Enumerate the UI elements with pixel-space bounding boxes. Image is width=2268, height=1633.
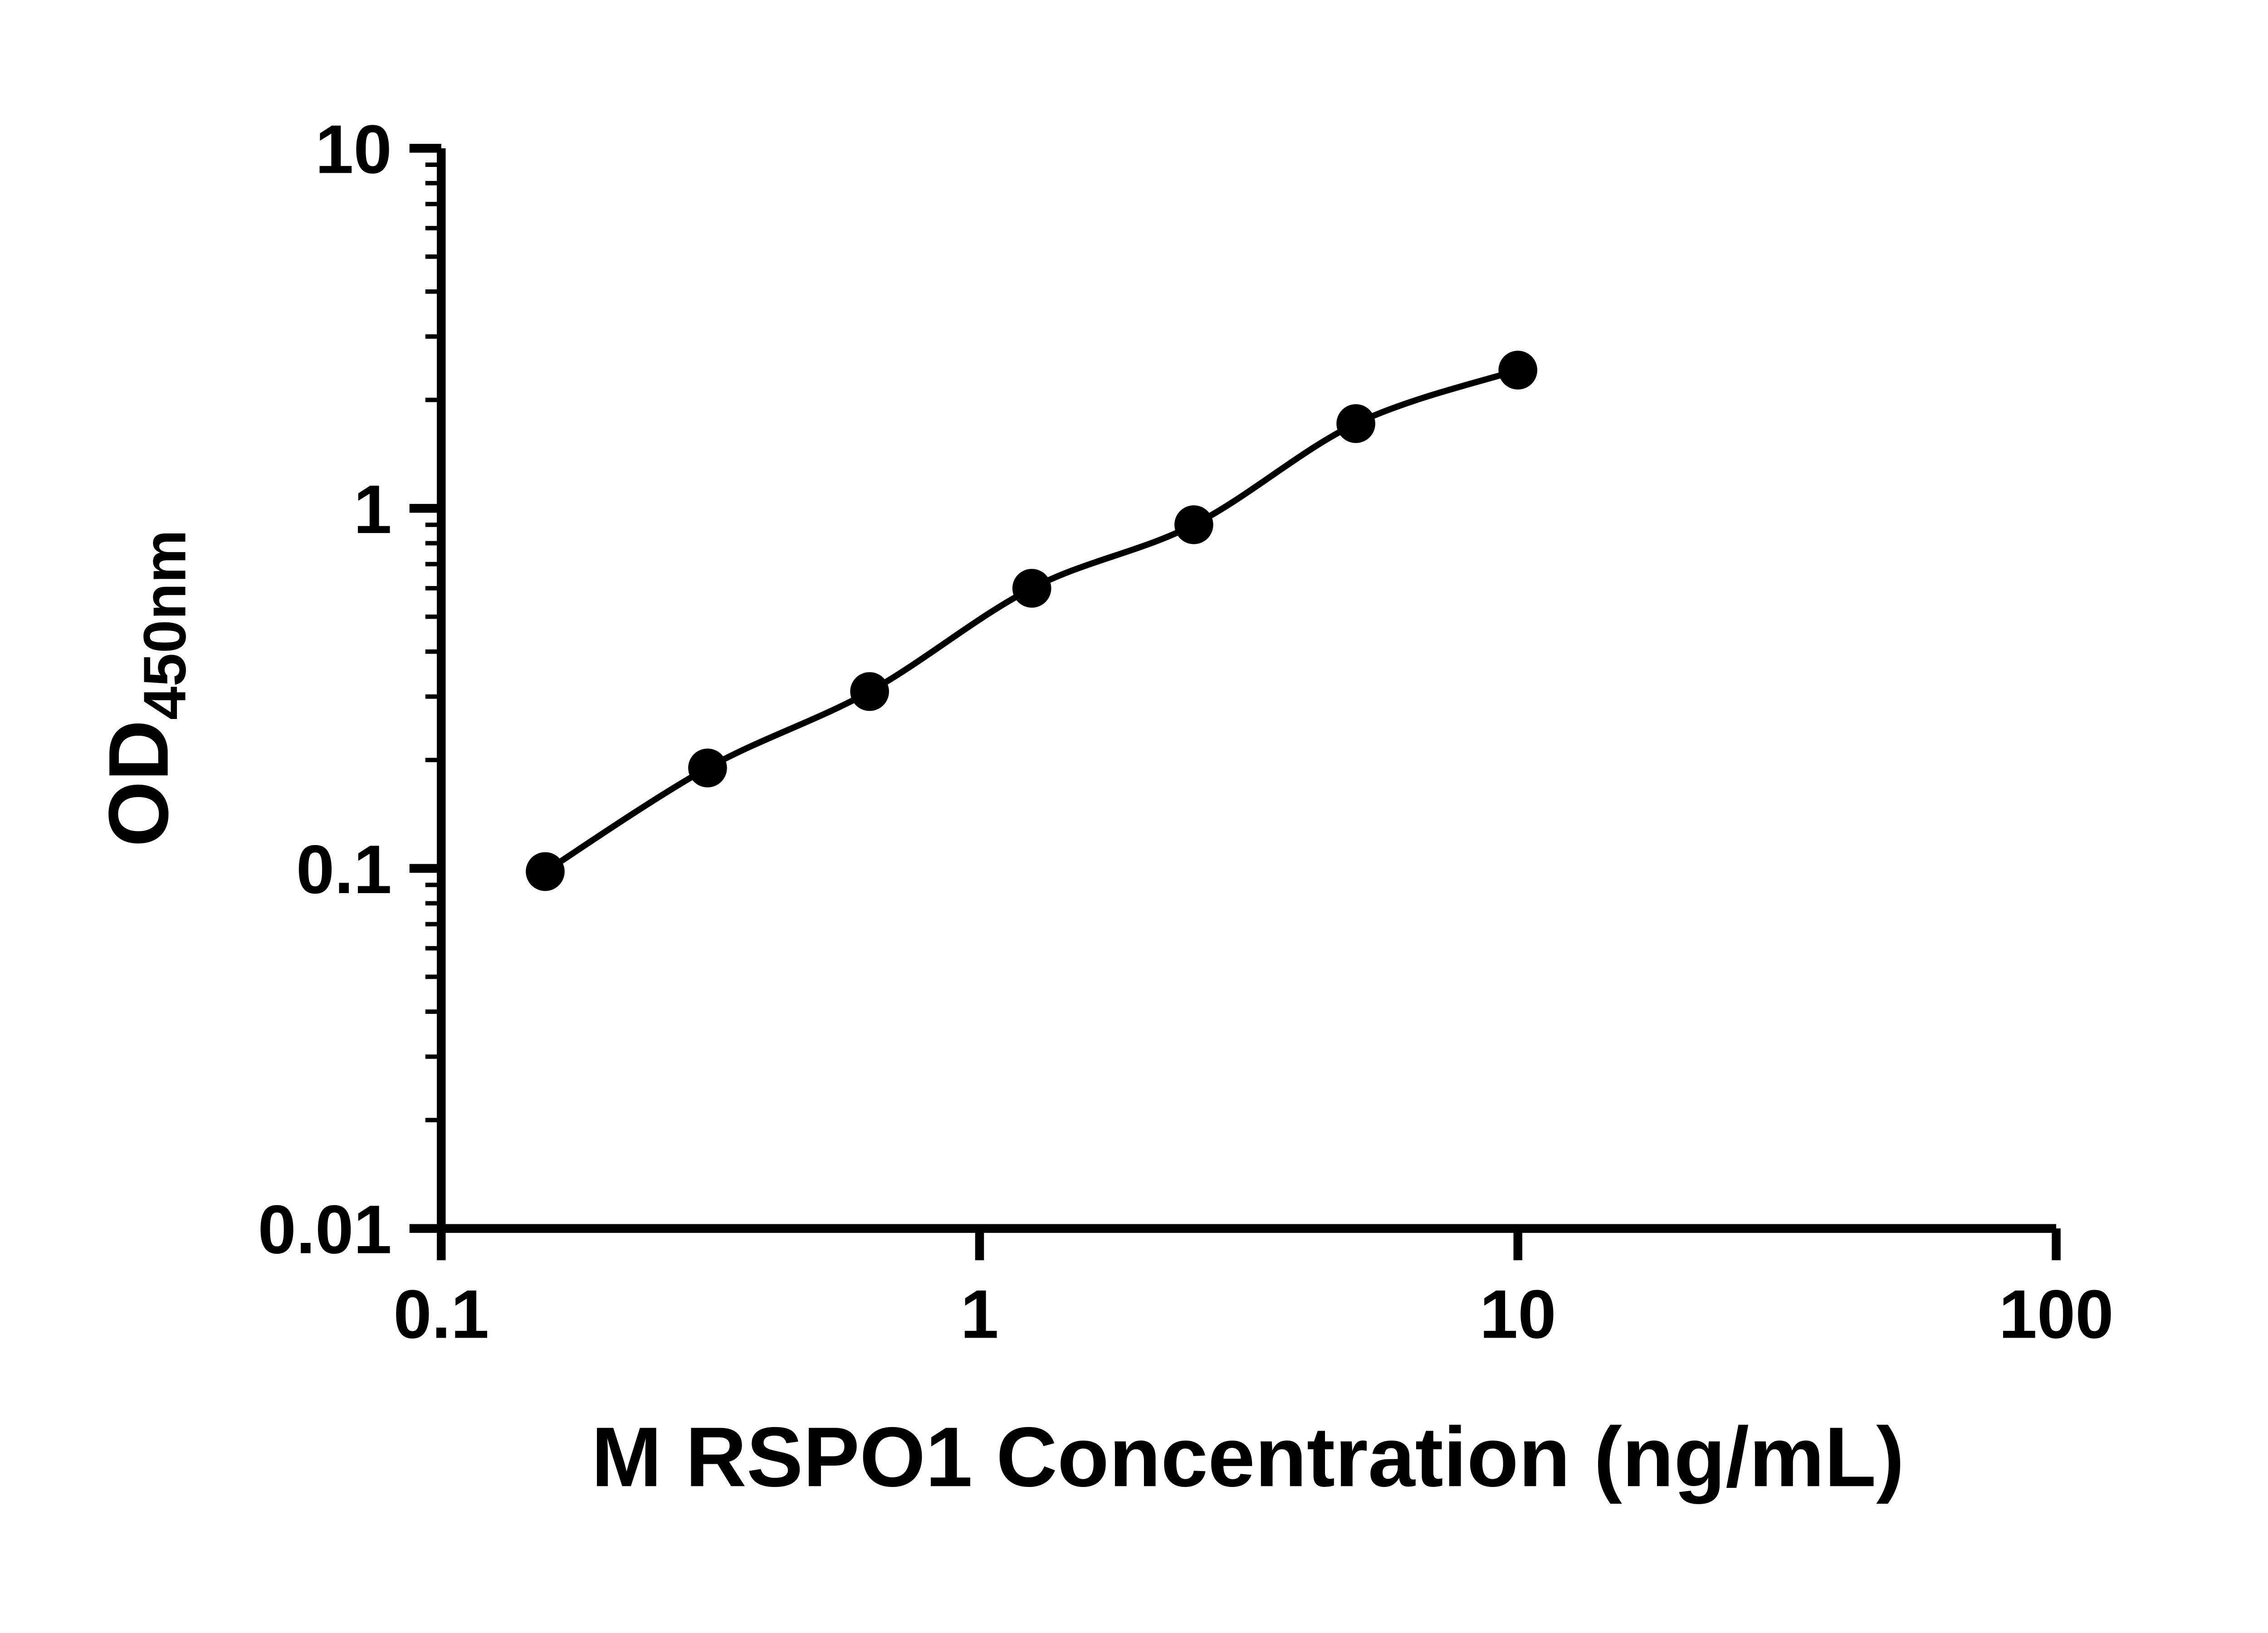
x-tick-label: 0.1 (393, 1276, 489, 1353)
data-point (1498, 351, 1538, 390)
y-tick-label: 0.1 (296, 831, 392, 908)
data-point (526, 852, 565, 891)
y-axis-title-main: OD (91, 720, 186, 847)
y-tick-label: 10 (315, 111, 392, 188)
x-tick-label: 10 (1480, 1276, 1556, 1353)
axis-spines (437, 148, 2057, 1233)
fit-curve (543, 367, 1519, 875)
y-axis-title-sub: 450nm (132, 530, 199, 720)
x-tick-label: 100 (1999, 1276, 2113, 1353)
data-point (688, 748, 727, 787)
y-axis-title: OD450nm (91, 530, 199, 847)
elisa-standard-curve-figure: 10 1 0.1 0.01 0.1 1 10 100 M RSPO1 Concentratio… (91, 111, 2114, 1505)
data-point (850, 672, 889, 711)
y-tick-label: 1 (353, 471, 391, 548)
x-axis-title: M RSPO1 Concentration (ng/mL) (591, 1409, 1905, 1504)
x-tick-label: 1 (960, 1276, 998, 1353)
data-point (1336, 404, 1375, 443)
data-point (1012, 569, 1051, 608)
data-point (1174, 505, 1213, 544)
y-tick-label: 0.01 (258, 1192, 391, 1268)
